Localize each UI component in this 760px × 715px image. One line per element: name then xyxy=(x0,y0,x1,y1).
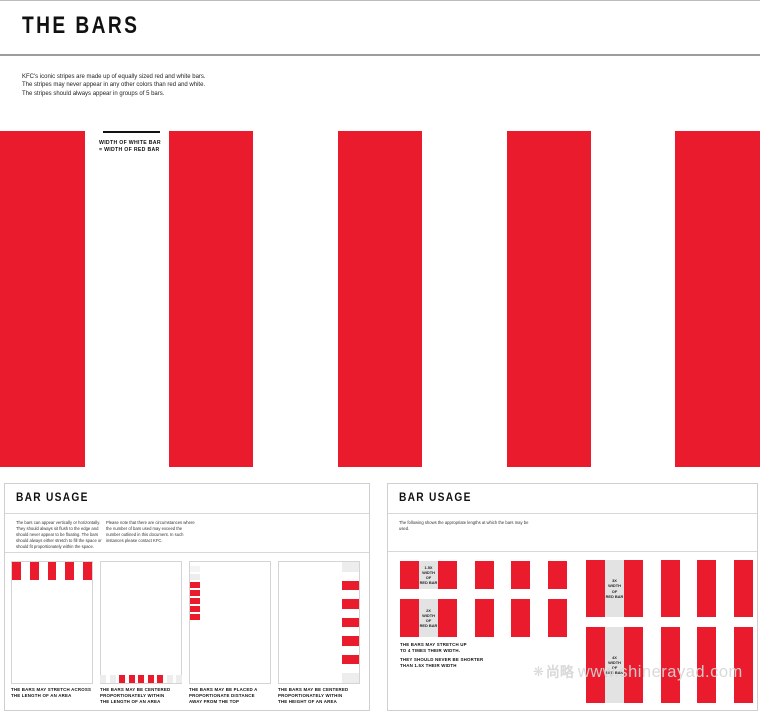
example-caption-2: THE BARS MAY BE CENTERED PROPORTIONATELY… xyxy=(100,687,171,704)
usage-caption-1: THE BARS MAY STRETCH UP TO 4 TIMES THEIR… xyxy=(400,642,467,653)
watermark-url: www.shinerayad.com xyxy=(577,662,743,681)
measure-label-3x: 3X WIDTH OF RED BAR xyxy=(605,578,624,599)
measure-label-4x: 4X WIDTH OF RED BAR xyxy=(605,654,624,676)
example-caption-1: THE BARS MAY STRETCH ACROSS THE LENGTH O… xyxy=(11,687,92,698)
red-measure-bar xyxy=(400,561,419,589)
red-measure-bar xyxy=(438,599,457,637)
red-measure-bar xyxy=(438,561,457,589)
example-caption-4: THE BARS MAY BE CENTERED PROPORTIONATELY… xyxy=(278,687,349,704)
red-measure-bar xyxy=(624,560,643,617)
left-panel-title: BAR USAGE xyxy=(16,490,89,504)
red-measure-bar xyxy=(474,561,494,589)
red-measure-bar xyxy=(547,599,567,637)
annotation-text: WIDTH OF WHITE BAR = WIDTH OF RED BAR xyxy=(99,139,161,153)
bar-usage-panel-left: BAR USAGE The bars can appear vertically… xyxy=(4,483,370,711)
title-divider xyxy=(0,54,760,56)
bottom-stripes xyxy=(100,675,182,683)
left-edge-stripes xyxy=(190,566,200,620)
measure-row-2x: 2X WIDTH OF RED BAR xyxy=(400,599,567,637)
left-panel-divider-2 xyxy=(5,552,369,553)
left-panel-intro-col1: The bars can appear vertically or horizo… xyxy=(16,520,102,549)
red-bar-3 xyxy=(337,131,423,467)
red-measure-bar xyxy=(660,627,680,703)
measure-row-3x: 3X WIDTH OF RED BAR xyxy=(586,560,753,617)
right-edge-stripes xyxy=(342,562,359,683)
intro-paragraph: KFC's iconic stripes are made up of equa… xyxy=(22,74,206,97)
red-measure-bar xyxy=(586,627,605,703)
gray-measure-bar: 4X WIDTH OF RED BAR xyxy=(605,627,624,703)
right-panel-intro: The following shows the appropriate leng… xyxy=(399,520,529,531)
measure-row-4x: 4X WIDTH OF RED BAR xyxy=(586,627,753,703)
red-measure-bar xyxy=(733,627,753,703)
example-box-4 xyxy=(278,561,360,684)
example-caption-3: THE BARS MAY BE PLACED A PROPORTIONATE D… xyxy=(189,687,258,704)
left-panel-intro-col2: Please note that there are circumstances… xyxy=(106,520,195,543)
example-box-2 xyxy=(100,561,182,684)
red-bar-2 xyxy=(168,131,254,467)
measure-label-1-5x: 1.5X WIDTH OF RED BAR xyxy=(419,564,438,586)
red-measure-bar xyxy=(511,561,530,589)
watermark: ❋ 尚略 www.shinerayad.com xyxy=(533,662,743,682)
watermark-cn-text: 尚略 xyxy=(545,664,574,680)
red-measure-bar xyxy=(660,560,680,617)
right-panel-divider-1 xyxy=(388,513,757,514)
red-measure-bar xyxy=(624,627,643,703)
measure-row-1-5x: 1.5X WIDTH OF RED BAR xyxy=(400,561,567,589)
watermark-logo-icon: ❋ xyxy=(533,664,544,679)
red-bar-1 xyxy=(0,131,85,467)
red-measure-bar xyxy=(697,560,716,617)
gray-measure-bar: 1.5X WIDTH OF RED BAR xyxy=(419,561,438,589)
top-stripe xyxy=(29,562,39,580)
stripes-section: WIDTH OF WHITE BAR = WIDTH OF RED BAR xyxy=(0,131,760,467)
bar-usage-panel-right: BAR USAGE The following shows the approp… xyxy=(387,483,758,711)
top-stripe xyxy=(12,562,21,580)
right-panel-divider-2 xyxy=(388,551,757,552)
red-measure-bar xyxy=(511,599,530,637)
measure-label-2x: 2X WIDTH OF RED BAR xyxy=(419,607,438,629)
page-title: THE BARS xyxy=(22,12,140,39)
gray-measure-bar: 2X WIDTH OF RED BAR xyxy=(419,599,438,637)
red-bar-4 xyxy=(506,131,592,467)
annotation-rule xyxy=(103,131,160,133)
usage-caption-2: THEY SHOULD NEVER BE SHORTER THAN 1.5X T… xyxy=(400,657,484,668)
red-measure-bar xyxy=(400,599,419,637)
width-annotation: WIDTH OF WHITE BAR = WIDTH OF RED BAR xyxy=(99,131,161,154)
top-border xyxy=(0,0,760,1)
red-bar-5 xyxy=(675,131,760,467)
red-measure-bar xyxy=(733,560,753,617)
right-panel-title: BAR USAGE xyxy=(399,490,472,504)
top-stripe xyxy=(65,562,75,580)
left-panel-divider-1 xyxy=(5,513,369,514)
gray-measure-bar: 3X WIDTH OF RED BAR xyxy=(605,560,624,617)
red-measure-bar xyxy=(697,627,716,703)
example-box-3 xyxy=(189,561,271,684)
example-box-1 xyxy=(11,561,93,684)
red-measure-bar xyxy=(474,599,494,637)
top-stripe xyxy=(83,562,92,580)
red-measure-bar xyxy=(547,561,567,589)
red-measure-bar xyxy=(586,560,605,617)
top-stripe xyxy=(47,562,57,580)
